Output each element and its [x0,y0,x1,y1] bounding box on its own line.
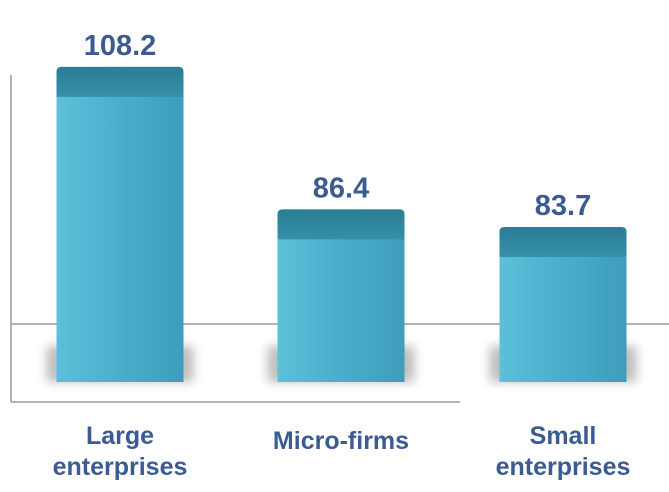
bar [499,227,627,382]
bar-face [56,66,184,382]
category-label: Micro-firms [272,427,410,455]
category-label: Small enterprises [495,422,631,481]
bar-value-label: 86.4 [313,172,369,204]
category-label: Large enterprises [52,422,188,481]
bar-face [277,209,405,382]
bar-top [499,227,627,258]
bar [56,66,184,382]
bar-face [499,227,627,382]
bar-top [56,66,184,97]
bar [277,209,405,382]
bar-top [277,209,405,240]
bar-value-label: 83.7 [535,190,591,222]
bar-value-label: 108.2 [84,30,157,62]
